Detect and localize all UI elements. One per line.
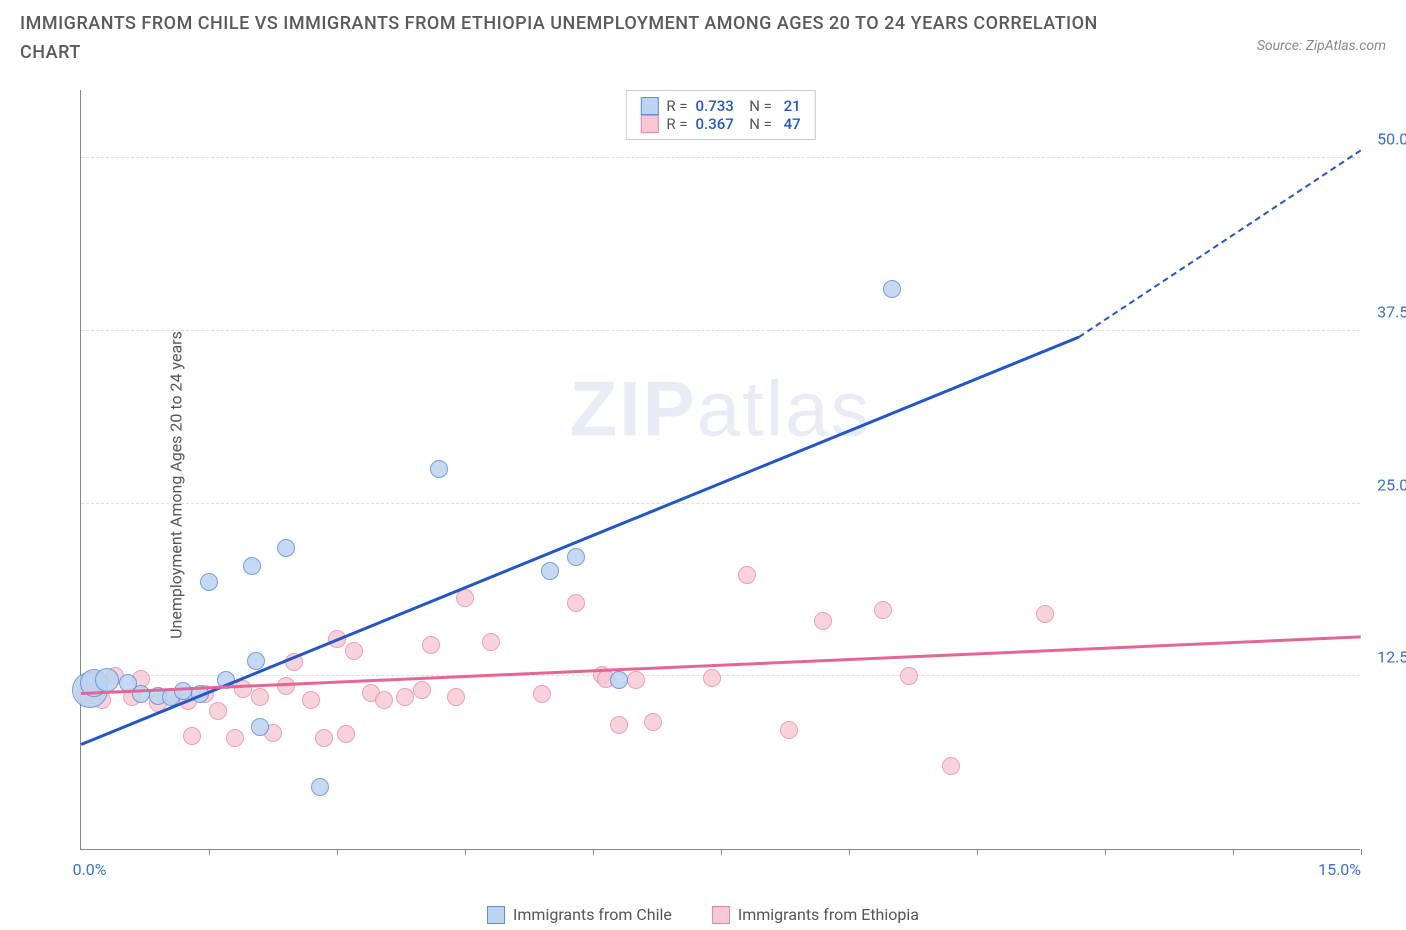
scatter-point-chile xyxy=(243,557,261,575)
x-tick xyxy=(977,849,978,855)
scatter-point-ethiopia xyxy=(422,636,440,654)
legend-label: Immigrants from Chile xyxy=(513,905,672,924)
chart-container: Unemployment Among Ages 20 to 24 years Z… xyxy=(60,90,1380,880)
scatter-point-ethiopia xyxy=(226,729,244,747)
stat-r-label: R = xyxy=(666,97,687,115)
legend-item-ethiopia: Immigrants from Ethiopia xyxy=(712,905,919,924)
scatter-point-ethiopia xyxy=(209,702,227,720)
scatter-point-chile xyxy=(95,668,119,692)
x-tick xyxy=(337,849,338,855)
scatter-point-ethiopia xyxy=(482,633,500,651)
scatter-point-ethiopia xyxy=(315,729,333,747)
legend-label: Immigrants from Ethiopia xyxy=(738,905,919,924)
scatter-point-ethiopia xyxy=(251,688,269,706)
scatter-point-ethiopia xyxy=(567,594,585,612)
x-tick xyxy=(1361,849,1362,855)
watermark-bold: ZIP xyxy=(569,364,696,452)
y-tick-label: 50.0% xyxy=(1377,130,1406,149)
scatter-point-ethiopia xyxy=(874,601,892,619)
x-tick xyxy=(721,849,722,855)
stat-n-label: N = xyxy=(742,97,772,115)
x-tick xyxy=(849,849,850,855)
scatter-point-chile xyxy=(430,460,448,478)
gridline xyxy=(81,330,1360,331)
y-tick-label: 25.0% xyxy=(1377,475,1406,494)
chart-title: IMMIGRANTS FROM CHILE VS IMMIGRANTS FROM… xyxy=(20,10,1120,68)
scatter-point-ethiopia xyxy=(413,681,431,699)
x-tick xyxy=(209,849,210,855)
scatter-point-ethiopia xyxy=(610,716,628,734)
scatter-point-ethiopia xyxy=(234,680,252,698)
stat-r-label: R = xyxy=(666,115,687,133)
y-tick-label: 12.5% xyxy=(1377,648,1406,667)
scatter-point-ethiopia xyxy=(644,713,662,731)
scatter-point-ethiopia xyxy=(627,671,645,689)
x-tick xyxy=(1105,849,1106,855)
plot-area: ZIPatlas R = 0.733 N = 21R = 0.367 N = 4… xyxy=(80,90,1360,850)
scatter-point-ethiopia xyxy=(302,691,320,709)
legend-swatch xyxy=(640,115,658,133)
scatter-point-ethiopia xyxy=(337,725,355,743)
bottom-legend: Immigrants from Chile Immigrants from Eth… xyxy=(487,905,919,924)
scatter-point-ethiopia xyxy=(703,669,721,687)
x-tick-label: 0.0% xyxy=(73,860,107,879)
scatter-point-ethiopia xyxy=(375,691,393,709)
scatter-point-chile xyxy=(311,778,329,796)
gridline xyxy=(81,503,1360,504)
legend-item-chile: Immigrants from Chile xyxy=(487,905,672,924)
stat-n-value: 47 xyxy=(780,115,801,133)
stat-n-value: 21 xyxy=(780,97,801,115)
scatter-point-ethiopia xyxy=(447,688,465,706)
chart-header: IMMIGRANTS FROM CHILE VS IMMIGRANTS FROM… xyxy=(0,0,1406,68)
scatter-point-ethiopia xyxy=(183,727,201,745)
stats-row-chile: R = 0.733 N = 21 xyxy=(640,97,800,115)
scatter-point-chile xyxy=(277,539,295,557)
gridline xyxy=(81,157,1360,158)
scatter-point-chile xyxy=(251,718,269,736)
trend-line-dash-chile xyxy=(1079,149,1362,337)
x-tick xyxy=(593,849,594,855)
scatter-point-chile xyxy=(883,280,901,298)
scatter-point-ethiopia xyxy=(1036,605,1054,623)
trend-line-chile xyxy=(81,335,1080,745)
legend-swatch xyxy=(640,97,658,115)
x-tick-label: 15.0% xyxy=(1318,860,1361,879)
scatter-point-ethiopia xyxy=(396,688,414,706)
scatter-point-chile xyxy=(200,573,218,591)
scatter-point-chile xyxy=(567,548,585,566)
scatter-point-chile xyxy=(610,671,628,689)
scatter-point-chile xyxy=(247,652,265,670)
scatter-point-ethiopia xyxy=(814,612,832,630)
stats-row-ethiopia: R = 0.367 N = 47 xyxy=(640,115,800,133)
x-tick xyxy=(1233,849,1234,855)
correlation-stats-box: R = 0.733 N = 21R = 0.367 N = 47 xyxy=(625,90,815,140)
x-tick xyxy=(465,849,466,855)
legend-swatch xyxy=(712,906,730,924)
watermark-rest: atlas xyxy=(697,364,872,452)
stat-n-label: N = xyxy=(742,115,772,133)
legend-swatch xyxy=(487,906,505,924)
stat-r-value: 0.733 xyxy=(696,97,734,115)
scatter-point-ethiopia xyxy=(345,642,363,660)
scatter-point-ethiopia xyxy=(780,721,798,739)
scatter-point-ethiopia xyxy=(277,677,295,695)
scatter-point-chile xyxy=(541,562,559,580)
scatter-point-ethiopia xyxy=(942,757,960,775)
stat-r-value: 0.367 xyxy=(696,115,734,133)
scatter-point-ethiopia xyxy=(533,685,551,703)
scatter-point-ethiopia xyxy=(738,566,756,584)
scatter-point-chile xyxy=(132,685,150,703)
y-tick-label: 37.5% xyxy=(1377,302,1406,321)
scatter-point-ethiopia xyxy=(900,667,918,685)
source-attribution: Source: ZipAtlas.com xyxy=(1257,38,1386,54)
